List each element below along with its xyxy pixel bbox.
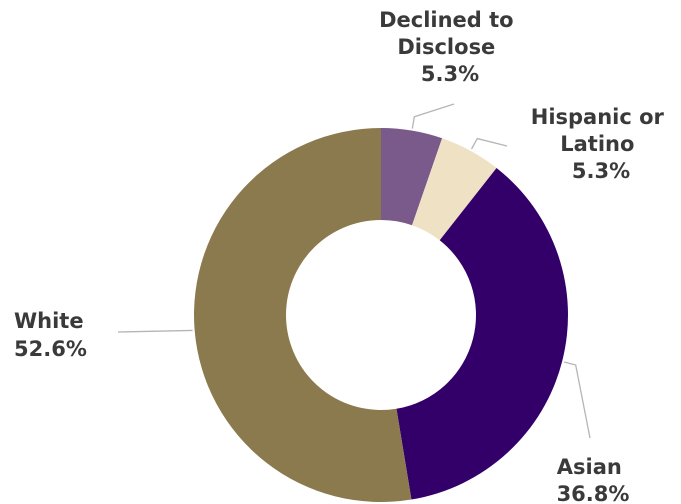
leader-asian [563, 361, 591, 439]
donut-slices [194, 128, 568, 502]
leader-hispanic-or-latino [470, 137, 508, 150]
slice-hispanic-or-latino [412, 138, 497, 241]
leader-lines [117, 103, 591, 439]
label-hispanic-value: 5.3% [572, 159, 630, 183]
leader-white [117, 329, 193, 333]
label-white-line-1: White [14, 309, 84, 333]
label-hispanic-line-2: Latino [560, 132, 634, 156]
label-hispanic-or-latino: Hispanic or Latino 5.3% [531, 105, 671, 183]
label-white: White 52.6% [14, 309, 91, 361]
slice-asian [396, 167, 568, 500]
label-declined-line-1: Declined to [379, 8, 514, 32]
label-asian-line-1: Asian [557, 455, 622, 479]
label-declined-value: 5.3% [421, 62, 479, 86]
label-white-value: 52.6% [14, 337, 87, 361]
label-asian-value: 36.8% [557, 482, 630, 504]
slice-white [194, 128, 412, 502]
label-declined-line-2: Disclose [397, 35, 495, 59]
label-declined-to-disclose: Declined to Disclose 5.3% [379, 8, 521, 86]
leader-declined-to-disclose [411, 103, 455, 129]
label-hispanic-line-1: Hispanic or [531, 105, 665, 129]
label-asian: Asian 36.8% [557, 455, 630, 504]
slice-declined-to-disclose [381, 128, 443, 226]
